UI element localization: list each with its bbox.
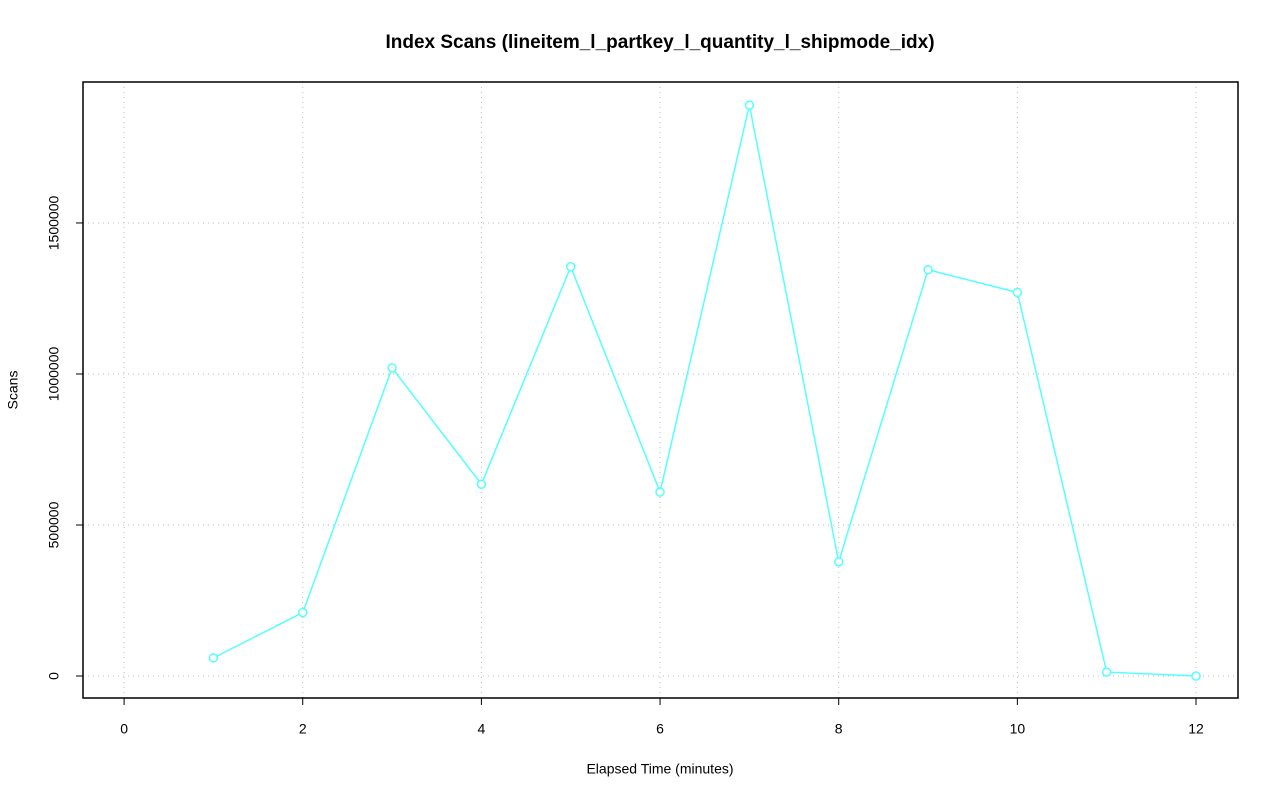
data-point [297,607,308,618]
y-tick-label: 500000 [46,501,62,548]
chart-title: Index Scans (lineitem_l_partkey_l_quanti… [385,32,934,53]
plot-frame [82,81,1239,699]
x-tick-label: 10 [1010,721,1026,737]
y-tick-label: 0 [46,672,62,680]
series-line [213,104,1197,677]
data-point [565,262,576,272]
data-point [744,100,755,110]
data-point [833,557,844,567]
data-point [208,653,219,663]
data-point [923,265,933,275]
x-tick-label: 6 [656,721,664,737]
data-point [1012,287,1023,298]
x-axis-label: Elapsed Time (minutes) [586,761,733,777]
x-tick-label: 4 [478,721,486,737]
x-tick-label: 2 [299,721,307,737]
data-point [655,487,665,497]
x-tick-label: 12 [1188,721,1204,737]
data-point [1101,667,1112,677]
y-tick-label: 1500000 [46,196,62,251]
data-point [476,479,487,489]
y-tick-label: 1000000 [46,347,62,402]
y-axis-label: Scans [5,371,21,410]
x-tick-label: 8 [835,721,843,737]
data-point [387,363,397,373]
x-tick-label: 0 [120,721,128,737]
data-point [1191,671,1201,681]
